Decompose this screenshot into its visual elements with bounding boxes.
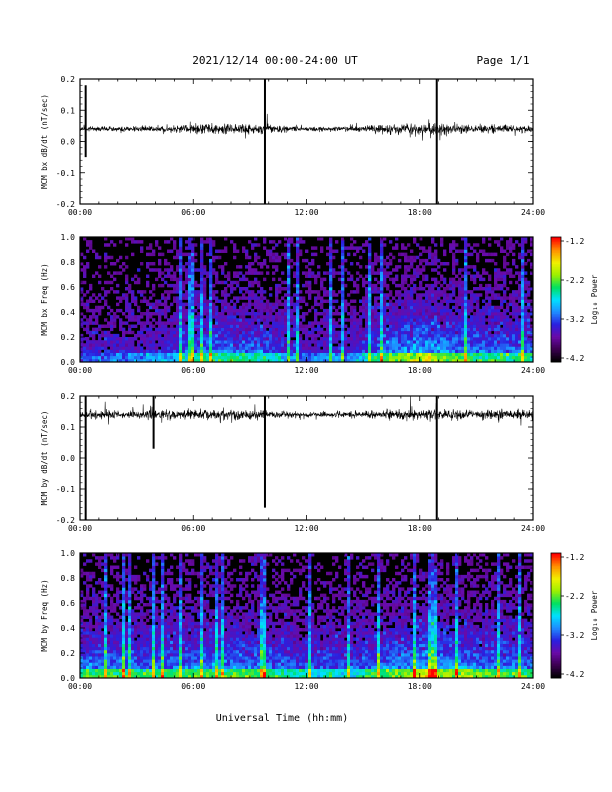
x-tick-label: 18:00	[408, 682, 432, 691]
x-tick-label: 12:00	[294, 682, 318, 691]
y-tick-label: 1.0	[61, 233, 76, 242]
x-tick-label: 00:00	[68, 366, 92, 375]
colorbar-tick-label: -4.2	[565, 354, 584, 363]
x-tick-label: 24:00	[521, 366, 545, 375]
panels-group: 00:00 06:00 12:00 18:00 24:00 0.2 0.1 0.0 -0.1 -0…	[40, 75, 599, 691]
y-tick-label: 0.0	[61, 674, 76, 683]
y-tick-label: 0.1	[61, 106, 76, 115]
colorbar-frame	[550, 236, 562, 363]
plot-frame	[79, 78, 534, 205]
y-tick-label: 0.4	[61, 308, 76, 317]
colorbar-tick-label: -2.2	[565, 276, 584, 285]
y-axis-label: MCM by dB/dt (nT/sec)	[40, 411, 49, 506]
y-tick-label: -0.1	[56, 485, 75, 494]
x-tick-label: 06:00	[181, 524, 205, 533]
colorbar-label: Log₁₀ Power	[590, 274, 599, 324]
colorbar-tick-label: -3.2	[565, 315, 584, 324]
x-tick-label: 24:00	[521, 524, 545, 533]
colorbar: -1.2 -2.2 -3.2 -4.2 Log₁₀ Power	[550, 236, 599, 363]
y-tick-label: -0.1	[56, 169, 75, 178]
colorbar-frame	[550, 552, 562, 679]
y-tick-label: 1.0	[61, 549, 76, 558]
y-axis-label: MCM bx dB/dt (nT/sec)	[40, 94, 49, 189]
trace-line	[79, 113, 534, 141]
figure-title: 2021/12/14 00:00-24:00 UT	[192, 54, 358, 67]
y-tick-label: 0.2	[61, 333, 76, 342]
y-tick-label: 0.6	[61, 599, 76, 608]
colorbar-label: Log₁₀ Power	[590, 590, 599, 640]
panel-4-spectrogram: -1.2 -2.2 -3.2 -4.2 Log₁₀ Power 00:00 06:00 12:…	[40, 549, 599, 691]
trace-line	[79, 396, 534, 426]
colorbar-tick-label: -4.2	[565, 670, 584, 679]
y-tick-label: 0.8	[61, 258, 76, 267]
x-tick-label: 24:00	[521, 682, 545, 691]
y-axis-label: MCM bx Freq (Hz)	[40, 263, 49, 335]
y-tick-label: 0.8	[61, 574, 76, 583]
panel-2-spectrogram: -1.2 -2.2 -3.2 -4.2 Log₁₀ Power 00:00 06:00 12:…	[40, 233, 599, 375]
y-tick-label: 0.6	[61, 283, 76, 292]
colorbar-tick-label: -1.2	[565, 237, 584, 246]
x-tick-label: 00:00	[68, 682, 92, 691]
x-tick-label: 18:00	[408, 208, 432, 217]
colorbar: -1.2 -2.2 -3.2 -4.2 Log₁₀ Power	[550, 552, 599, 679]
y-tick-label: -0.2	[56, 200, 75, 209]
x-axis-label: Universal Time (hh:mm)	[216, 713, 348, 724]
x-tick-label: 00:00	[68, 208, 92, 217]
x-tick-label: 24:00	[521, 208, 545, 217]
y-axis-label: MCM by Freq (Hz)	[40, 579, 49, 651]
x-tick-label: 18:00	[408, 366, 432, 375]
panel-3-time-series: 00:00 06:00 12:00 18:00 24:00 0.2 0.1 0.0 -0.1 -0…	[40, 392, 545, 533]
y-tick-label: 0.2	[61, 392, 76, 401]
x-tick-label: 18:00	[408, 524, 432, 533]
y-tick-label: 0.0	[61, 358, 76, 367]
y-tick-label: 0.1	[61, 423, 76, 432]
y-tick-label: 0.0	[61, 454, 76, 463]
colorbar-tick-label: -1.2	[565, 553, 584, 562]
colorbar-tick-label: -2.2	[565, 592, 584, 601]
page-indicator: Page 1/1	[477, 54, 530, 67]
x-tick-label: 06:00	[181, 366, 205, 375]
x-tick-label: 12:00	[294, 524, 318, 533]
y-tick-label: -0.2	[56, 516, 75, 525]
y-tick-label: 0.2	[61, 649, 76, 658]
y-tick-label: 0.4	[61, 624, 76, 633]
y-tick-label: 0.2	[61, 75, 76, 84]
x-tick-label: 00:00	[68, 524, 92, 533]
panel-1-time-series: 00:00 06:00 12:00 18:00 24:00 0.2 0.1 0.0 -0.1 -0…	[40, 75, 545, 217]
y-tick-label: 0.0	[61, 138, 76, 147]
x-tick-label: 12:00	[294, 366, 318, 375]
colorbar-tick-label: -3.2	[565, 631, 584, 640]
x-tick-label: 12:00	[294, 208, 318, 217]
x-tick-label: 06:00	[181, 682, 205, 691]
x-tick-label: 06:00	[181, 208, 205, 217]
